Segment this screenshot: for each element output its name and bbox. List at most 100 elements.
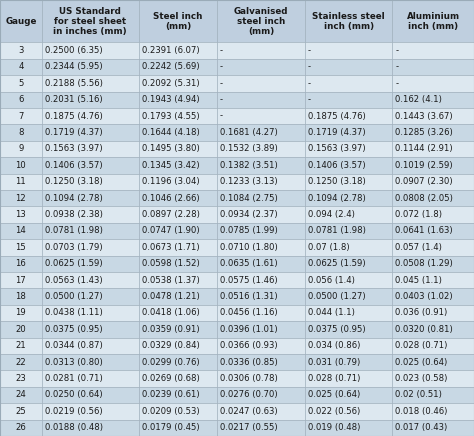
Text: 0.0250 (0.64): 0.0250 (0.64) <box>45 391 102 399</box>
Bar <box>139 92 217 108</box>
Bar <box>217 337 305 354</box>
Bar <box>0 354 42 371</box>
Text: 0.0500 (1.27): 0.0500 (1.27) <box>308 292 365 301</box>
Text: -: - <box>395 62 399 72</box>
Text: 0.1144 (2.91): 0.1144 (2.91) <box>395 144 453 153</box>
Text: 0.072 (1.8): 0.072 (1.8) <box>395 210 442 219</box>
Bar <box>217 354 305 371</box>
Bar <box>139 403 217 419</box>
Text: 0.0403 (1.02): 0.0403 (1.02) <box>395 292 453 301</box>
Text: 0.0781 (1.98): 0.0781 (1.98) <box>45 226 102 235</box>
Bar <box>217 124 305 141</box>
Text: 0.1875 (4.76): 0.1875 (4.76) <box>308 112 365 121</box>
Bar <box>217 223 305 239</box>
Text: 0.094 (2.4): 0.094 (2.4) <box>308 210 355 219</box>
Bar <box>305 272 392 288</box>
Bar <box>392 0 474 42</box>
Bar <box>217 206 305 223</box>
Bar <box>42 288 139 305</box>
Bar <box>392 403 474 419</box>
Bar <box>139 174 217 190</box>
Bar <box>392 42 474 59</box>
Bar <box>42 206 139 223</box>
Text: 0.018 (0.46): 0.018 (0.46) <box>395 407 447 416</box>
Text: 0.0179 (0.45): 0.0179 (0.45) <box>142 423 200 433</box>
Text: 0.0508 (1.29): 0.0508 (1.29) <box>395 259 453 268</box>
Bar <box>305 92 392 108</box>
Text: 0.1285 (3.26): 0.1285 (3.26) <box>395 128 453 137</box>
Bar <box>0 59 42 75</box>
Bar <box>42 321 139 337</box>
Bar <box>392 255 474 272</box>
Text: 0.0438 (1.11): 0.0438 (1.11) <box>45 309 102 317</box>
Text: 18: 18 <box>16 292 26 301</box>
Bar <box>139 305 217 321</box>
Bar <box>217 239 305 255</box>
Bar <box>217 403 305 419</box>
Text: 0.045 (1.1): 0.045 (1.1) <box>395 276 442 285</box>
Text: 0.07 (1.8): 0.07 (1.8) <box>308 243 349 252</box>
Bar <box>42 92 139 108</box>
Text: 0.0625 (1.59): 0.0625 (1.59) <box>45 259 102 268</box>
Bar <box>392 206 474 223</box>
Text: 5: 5 <box>18 79 24 88</box>
Bar <box>42 239 139 255</box>
Text: -: - <box>308 62 311 72</box>
Bar <box>42 419 139 436</box>
Bar <box>0 190 42 206</box>
Text: 0.1084 (2.75): 0.1084 (2.75) <box>220 194 278 203</box>
Text: 0.1793 (4.55): 0.1793 (4.55) <box>142 112 200 121</box>
Text: 0.1406 (3.57): 0.1406 (3.57) <box>45 161 102 170</box>
Bar <box>217 141 305 157</box>
Bar <box>305 387 392 403</box>
Bar <box>392 141 474 157</box>
Bar <box>139 108 217 124</box>
Bar <box>139 157 217 174</box>
Text: 0.0269 (0.68): 0.0269 (0.68) <box>142 374 200 383</box>
Text: 21: 21 <box>16 341 26 350</box>
Bar <box>0 174 42 190</box>
Text: 0.044 (1.1): 0.044 (1.1) <box>308 309 355 317</box>
Text: 10: 10 <box>16 161 26 170</box>
Text: 25: 25 <box>16 407 26 416</box>
Bar <box>217 59 305 75</box>
Text: 16: 16 <box>16 259 26 268</box>
Bar <box>305 124 392 141</box>
Bar <box>305 141 392 157</box>
Bar <box>217 92 305 108</box>
Text: 0.2344 (5.95): 0.2344 (5.95) <box>45 62 102 72</box>
Bar <box>305 403 392 419</box>
Text: -: - <box>220 79 223 88</box>
Text: 0.2500 (6.35): 0.2500 (6.35) <box>45 46 102 55</box>
Text: -: - <box>308 79 311 88</box>
Text: 4: 4 <box>18 62 24 72</box>
Text: 0.0239 (0.61): 0.0239 (0.61) <box>142 391 200 399</box>
Bar <box>42 174 139 190</box>
Text: 8: 8 <box>18 128 24 137</box>
Text: 0.034 (0.86): 0.034 (0.86) <box>308 341 360 350</box>
Bar <box>42 305 139 321</box>
Bar <box>392 108 474 124</box>
Text: 0.0375 (0.95): 0.0375 (0.95) <box>308 325 365 334</box>
Text: 0.0219 (0.56): 0.0219 (0.56) <box>45 407 102 416</box>
Bar <box>392 272 474 288</box>
Text: 0.0516 (1.31): 0.0516 (1.31) <box>220 292 278 301</box>
Text: 0.0625 (1.59): 0.0625 (1.59) <box>308 259 365 268</box>
Text: 20: 20 <box>16 325 26 334</box>
Bar <box>217 190 305 206</box>
Bar <box>305 419 392 436</box>
Bar <box>217 272 305 288</box>
Text: 0.1345 (3.42): 0.1345 (3.42) <box>142 161 200 170</box>
Text: 0.0538 (1.37): 0.0538 (1.37) <box>142 276 200 285</box>
Bar <box>42 75 139 92</box>
Text: 0.0306 (0.78): 0.0306 (0.78) <box>220 374 278 383</box>
Bar <box>139 206 217 223</box>
Text: 0.0907 (2.30): 0.0907 (2.30) <box>395 177 453 186</box>
Bar <box>42 0 139 42</box>
Text: 0.1719 (4.37): 0.1719 (4.37) <box>308 128 365 137</box>
Text: 0.1196 (3.04): 0.1196 (3.04) <box>142 177 200 186</box>
Bar <box>42 337 139 354</box>
Bar <box>139 59 217 75</box>
Text: 7: 7 <box>18 112 24 121</box>
Bar <box>305 337 392 354</box>
